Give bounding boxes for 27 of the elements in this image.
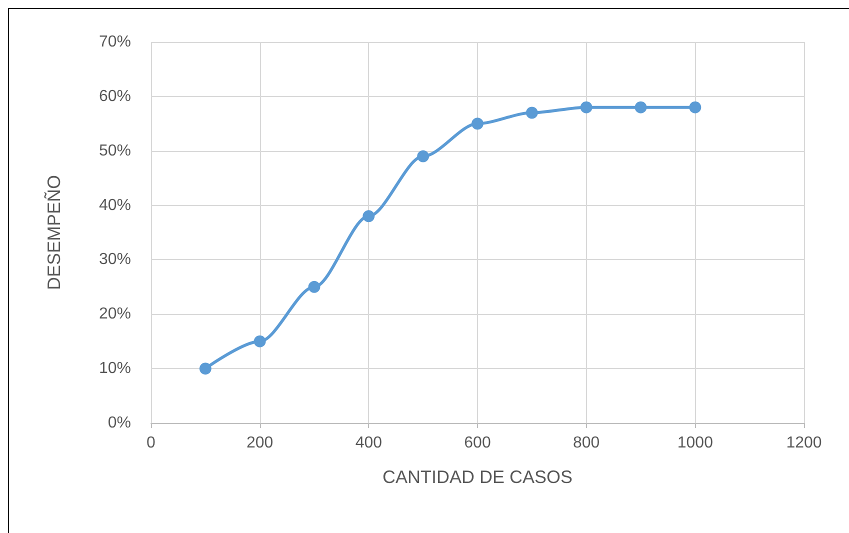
point: [199, 362, 212, 375]
point: [689, 101, 702, 114]
y-tick-label: 60%: [98, 88, 131, 105]
point: [526, 106, 538, 119]
point: [308, 280, 320, 293]
point: [472, 118, 484, 130]
y-tick-label: 20%: [98, 306, 131, 323]
y-tick-label: 0%: [108, 414, 131, 432]
y-tick-label: 10%: [98, 360, 131, 378]
point: [362, 210, 375, 222]
x-tick-label: 400: [355, 434, 382, 452]
x-tick-label: 800: [572, 434, 600, 452]
x-tick-label: 0: [146, 434, 156, 452]
point: [634, 101, 647, 114]
x-tick-label: 200: [246, 434, 274, 452]
x-tick-label: 1200: [786, 434, 822, 452]
y-tick-label: 50%: [98, 142, 131, 160]
y-tick-label: 40%: [98, 196, 131, 214]
y-axis-title: DESEMPEÑO: [44, 174, 64, 290]
y-tick-label: 70%: [98, 34, 131, 50]
x-tick-label: 600: [464, 434, 491, 452]
point: [417, 150, 430, 162]
point: [254, 335, 266, 348]
y-tick-label: 30%: [98, 251, 131, 268]
x-axis-title: CANTIDAD DE CASOS: [382, 467, 573, 487]
point: [580, 101, 592, 114]
x-tick-label: 1000: [677, 434, 714, 452]
